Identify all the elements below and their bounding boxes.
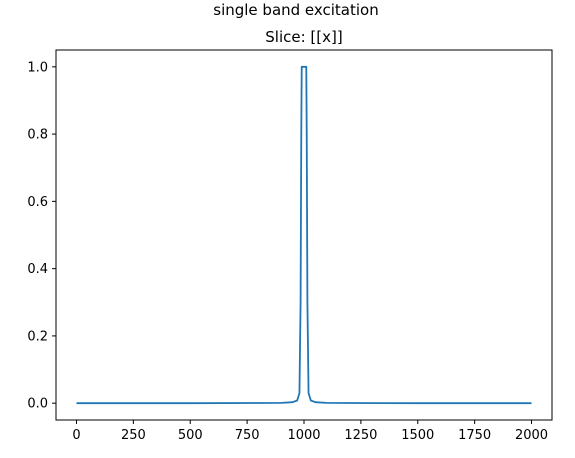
- figure-suptitle: single band excitation: [213, 1, 378, 19]
- y-tick-label: 0.2: [27, 329, 48, 344]
- x-tick-label: 1750: [458, 428, 491, 443]
- y-tick-label: 1.0: [27, 60, 48, 75]
- series-line: [76, 65, 532, 405]
- x-tick-label: 1250: [344, 428, 377, 443]
- x-tick-label: 1000: [287, 428, 320, 443]
- chart-title: Slice: [[x]]: [265, 28, 342, 46]
- y-tick-label: 0.4: [27, 262, 48, 277]
- x-tick-label: 0: [72, 428, 80, 443]
- x-tick-label: 500: [178, 428, 203, 443]
- y-tick-label: 0.6: [27, 195, 48, 210]
- x-axis: 0 250 500 750 1000 1250 1500 1750 2000: [72, 420, 548, 443]
- axes-frame: [55, 49, 553, 421]
- y-axis: 0.0 0.2 0.4 0.6 0.8 1.0: [27, 60, 56, 412]
- x-tick-label: 750: [235, 428, 260, 443]
- y-tick-label: 0.8: [27, 128, 48, 143]
- plot-area: [76, 65, 532, 405]
- x-tick-label: 2000: [515, 428, 548, 443]
- x-tick-label: 250: [121, 428, 146, 443]
- y-tick-label: 0.0: [27, 397, 48, 412]
- x-tick-label: 1500: [401, 428, 434, 443]
